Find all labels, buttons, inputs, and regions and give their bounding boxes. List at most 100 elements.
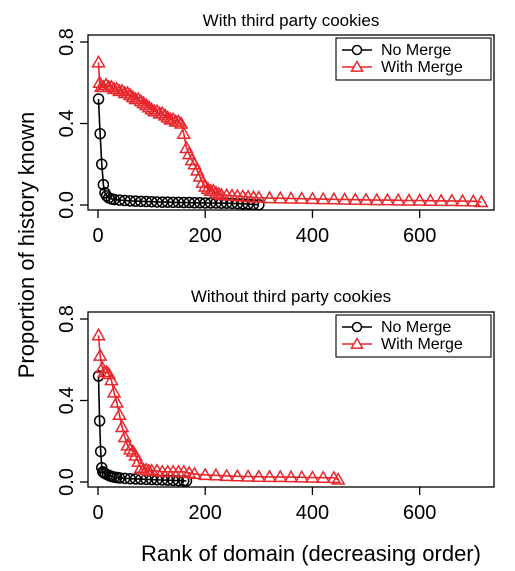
point-with-merge: [122, 441, 138, 455]
point-with-merge: [173, 115, 189, 129]
point-with-merge: [337, 191, 352, 205]
point-with-merge: [401, 193, 417, 206]
point-with-merge: [240, 468, 256, 482]
y-tick-label: 0.8: [56, 305, 78, 333]
point-no-merge: [119, 194, 131, 207]
point-with-merge: [444, 193, 460, 207]
point-with-merge: [390, 192, 406, 206]
point-with-merge: [99, 364, 114, 378]
point-with-merge: [251, 469, 267, 482]
point-with-merge: [120, 85, 135, 99]
point-with-merge: [330, 472, 346, 485]
y-tick-label: 0.0: [56, 468, 78, 496]
point-with-merge: [112, 407, 127, 421]
point-with-merge: [315, 191, 331, 205]
point-no-merge: [94, 445, 107, 458]
point-with-merge: [117, 429, 133, 443]
point-with-merge: [211, 186, 226, 200]
point-no-merge: [113, 472, 126, 484]
point-with-merge: [133, 93, 149, 107]
point-with-merge: [138, 97, 154, 111]
x-tick-label: 600: [403, 225, 436, 247]
point-with-merge: [114, 419, 130, 433]
y-axis-label: Proportion of history known: [14, 112, 39, 379]
plot-frame: [87, 34, 495, 211]
x-tick-label: 400: [296, 225, 329, 247]
point-no-merge: [92, 93, 105, 105]
point-with-merge: [219, 468, 234, 482]
point-with-merge: [348, 192, 363, 205]
point-with-merge: [130, 91, 146, 105]
y-tick-label: 0.8: [56, 28, 78, 56]
point-with-merge: [171, 113, 186, 127]
point-with-merge: [315, 470, 331, 483]
point-with-merge: [92, 348, 108, 361]
point-with-merge: [326, 191, 342, 205]
point-with-merge: [155, 105, 170, 119]
point-with-merge: [197, 467, 213, 481]
legend-marker-with-merge: [350, 59, 364, 72]
point-with-merge: [106, 384, 122, 398]
point-with-merge: [122, 87, 138, 101]
point-with-merge: [423, 193, 438, 206]
legend-box: [335, 37, 492, 81]
chart-panel-without-cookies: Without third party cookies 0 200 400 600 0.0…: [56, 287, 495, 524]
legend-box: [335, 314, 492, 358]
legend-label: No Merge: [381, 319, 451, 336]
point-with-merge: [380, 192, 395, 206]
point-with-merge: [283, 190, 299, 204]
point-with-merge: [283, 469, 299, 483]
point-with-merge: [91, 54, 106, 68]
point-no-merge: [94, 127, 106, 140]
point-with-merge: [157, 107, 173, 121]
point-with-merge: [104, 372, 119, 386]
point-with-merge: [109, 395, 125, 408]
point-no-merge: [108, 193, 120, 206]
point-with-merge: [187, 466, 202, 480]
chart-title: With third party cookies: [203, 11, 380, 30]
point-with-merge: [358, 192, 374, 206]
point-with-merge: [294, 469, 310, 483]
point-no-merge: [119, 472, 131, 485]
legend-marker-with-merge: [350, 336, 364, 349]
point-with-merge: [251, 190, 267, 203]
point-with-merge: [433, 193, 449, 207]
point-with-merge: [455, 193, 470, 207]
point-with-merge: [230, 468, 245, 482]
point-with-merge: [474, 194, 489, 208]
point-with-merge: [141, 99, 157, 113]
point-no-merge: [93, 415, 106, 427]
x-tick-label: 200: [189, 225, 222, 247]
point-with-merge: [197, 179, 213, 192]
legend-marker-no-merge: [351, 321, 363, 333]
x-tick-label: 0: [92, 225, 103, 247]
y-tick-label: 0.0: [56, 191, 78, 219]
point-no-merge: [97, 178, 110, 191]
point-with-merge: [272, 190, 288, 204]
point-no-merge: [113, 194, 126, 206]
point-with-merge: [272, 469, 288, 483]
legend-marker-no-merge: [351, 44, 363, 56]
series-line-with-merge: [97, 62, 482, 203]
x-tick-label: 600: [403, 502, 436, 524]
point-with-merge: [91, 327, 106, 341]
point-with-merge: [305, 470, 320, 483]
point-with-merge: [208, 467, 224, 481]
point-with-merge: [205, 183, 221, 196]
chart-title: Without third party cookies: [191, 287, 391, 306]
x-tick-label: 400: [296, 502, 329, 524]
x-tick-label: 0: [92, 502, 103, 524]
series-line-with-merge: [97, 335, 339, 481]
legend-label: With Merge: [381, 59, 463, 76]
point-with-merge: [136, 95, 151, 109]
x-tick-label: 200: [189, 502, 222, 524]
y-tick-label: 0.4: [56, 387, 78, 415]
x-axis-label: Rank of domain (decreasing order): [141, 541, 481, 566]
legend-label: With Merge: [381, 336, 463, 353]
plot-frame: [87, 311, 495, 488]
point-with-merge: [305, 191, 320, 205]
legend-label: No Merge: [381, 42, 451, 59]
